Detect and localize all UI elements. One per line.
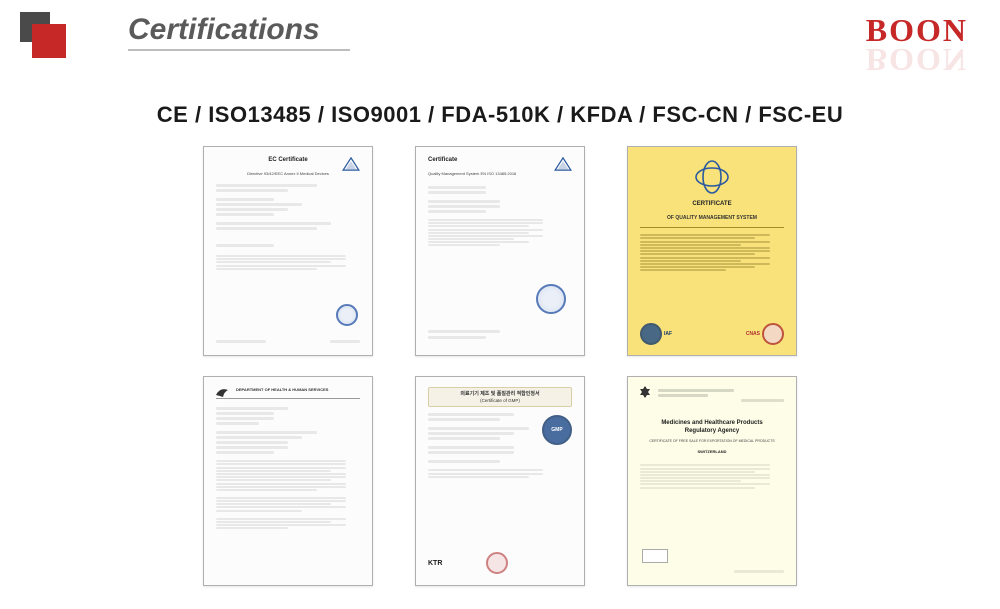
cert-card-mhra: Medicines and Healthcare Products Regula… (627, 376, 797, 586)
cert-list-subtitle: CE / ISO13485 / ISO9001 / FDA-510K / KFD… (0, 102, 1000, 128)
agency-line1: Medicines and Healthcare Products (640, 420, 784, 428)
cert-heading: CERTIFICATE (640, 201, 784, 209)
cert-subheading: Quality Management System EN ISO 13485:2… (428, 171, 572, 176)
agency-subline: CERTIFICATE OF FREE SALE FOR EXPORTATION… (640, 439, 784, 444)
kr-banner: 의료기기 제조 및 품질관리 적합인정서 (Certificate of GMP… (428, 387, 572, 407)
cert-heading: EC Certificate (216, 157, 360, 165)
cert-card-kfda: 의료기기 제조 및 품질관리 적합인정서 (Certificate of GMP… (415, 376, 585, 586)
hhs-bird-icon (214, 385, 230, 401)
page-title: Certifications (128, 13, 320, 47)
agency-line2: Regulatory Agency (640, 428, 784, 436)
cert-heading: DEPARTMENT OF HEALTH & HUMAN SERVICES (236, 387, 360, 392)
agency-country: SWITZERLAND (640, 449, 784, 454)
iaf-seal-icon: IAF (640, 323, 672, 345)
brand-text-reflection: BOON (866, 41, 968, 78)
cert-heading: Certificate (428, 157, 572, 165)
stamp-box-icon (642, 549, 668, 563)
tuv-triangle-icon (342, 157, 360, 171)
logo-squares-icon (20, 12, 70, 52)
bottom-seal-row: IAF CNAS (640, 323, 784, 345)
cert-card-iso13485: Certificate Quality Management System EN… (415, 146, 585, 356)
cert-card-fda: DEPARTMENT OF HEALTH & HUMAN SERVICES (203, 376, 373, 586)
cert-heading-en: (Certificate of GMP) (431, 398, 569, 404)
uk-crest-icon (638, 385, 652, 399)
brand-logo: BOON BOON (866, 12, 968, 78)
seal-icon (536, 284, 566, 315)
cert-card-ec: EC Certificate Directive 93/42/EEC Annex… (203, 146, 373, 356)
tuv-triangle-icon (554, 157, 572, 171)
header-bar: Certifications BOON BOON (0, 0, 1000, 60)
cert-card-qms-yellow: CERTIFICATE OF QUALITY MANAGEMENT SYSTEM… (627, 146, 797, 356)
red-seal-icon (486, 552, 508, 575)
cnas-seal-icon: CNAS (746, 323, 784, 345)
seal-icon (336, 304, 358, 327)
md-oval-icon (692, 157, 732, 197)
cert-subheading: Directive 93/42/EEC Annex II Medical Dev… (216, 171, 360, 176)
ktr-label: KTR (428, 559, 442, 568)
title-underline: Certifications (128, 13, 350, 51)
cert-subheading: OF QUALITY MANAGEMENT SYSTEM (640, 215, 784, 222)
gmp-seal-icon: GMP (542, 415, 572, 445)
cert-grid: EC Certificate Directive 93/42/EEC Annex… (0, 146, 1000, 586)
